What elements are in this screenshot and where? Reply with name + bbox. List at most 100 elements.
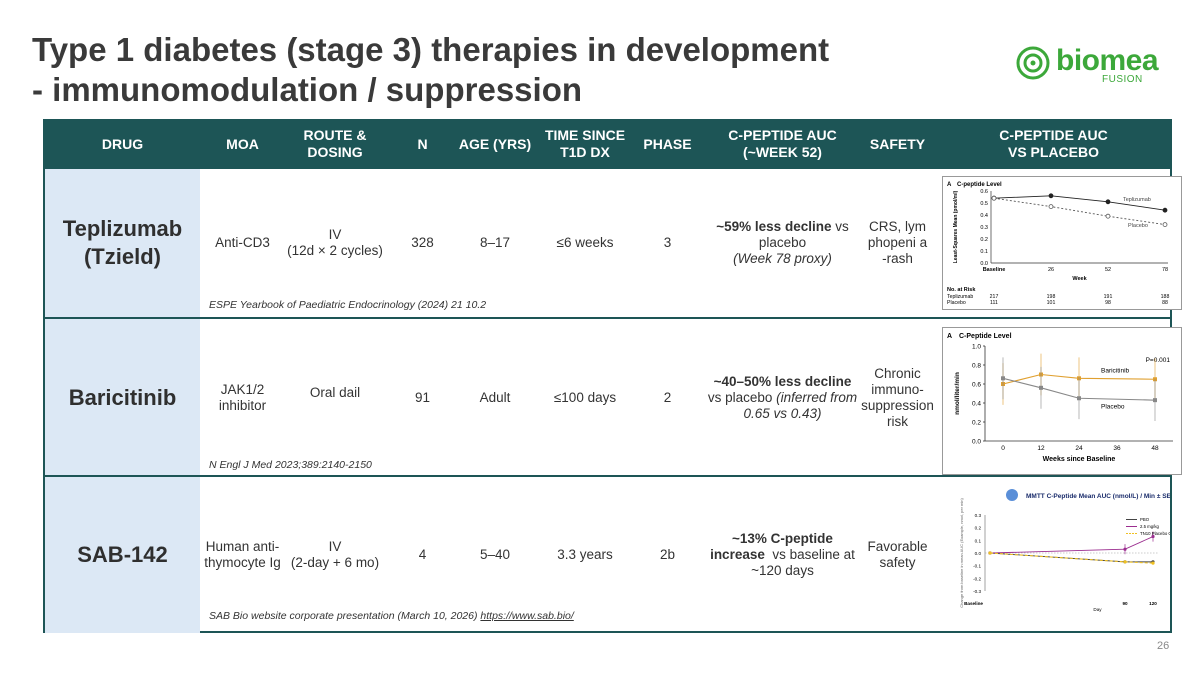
y-axis-label: Least-Squares Mean (pmol/ml) (953, 190, 959, 263)
header-route: ROUTE & DOSING (285, 121, 385, 167)
moa-cell: Human anti-thymocyte Ig (200, 477, 285, 633)
header-vs-placebo: C-PEPTIDE AUC VS PLACEBO (935, 121, 1172, 167)
baricitinib-cpeptide-chart: A C-Peptide Level 0.0 0.2 0.4 0.6 0.8 1.0 0 12 24 3… (947, 333, 1173, 463)
teplizumab-cpeptide-chart: A C-peptide Level 0.0 0.1 0.2 0.3 0.4 0.5 0.6 Bas… (947, 182, 1169, 306)
y-tick-label: 0.2 (980, 237, 988, 243)
header-safety: SAFETY (869, 135, 926, 152)
x-tick-label: 0 (1001, 445, 1005, 452)
y-tick-label: 0.8 (972, 363, 981, 370)
series-line (989, 552, 1153, 563)
cpeptide-cell: ~40–50% less decline vs placebo (inferred… (705, 319, 860, 477)
y-tick-label: 0.1 (975, 538, 982, 543)
data-point (1048, 193, 1054, 199)
y-tick-label: 0.3 (975, 513, 982, 518)
at-risk-value: 111 (990, 300, 998, 306)
y-tick-label: -0.1 (973, 564, 981, 569)
chart-title: C-Peptide Level (959, 333, 1012, 340)
header-n: N (417, 135, 428, 152)
header-cpeptide: C-PEPTIDE AUC (~WEEK 52) (705, 121, 860, 167)
cpep-bold-2: increase (710, 547, 765, 562)
cpep-last: 0.65 vs 0.43) (743, 406, 822, 421)
at-risk-group: Teplizumab (947, 294, 973, 300)
route-line1: IV (328, 539, 342, 554)
at-risk-group: Placebo (947, 300, 966, 306)
x-tick-label: 12 (1037, 445, 1045, 452)
logo-word: biomea (1056, 44, 1159, 77)
series-line-teplizumab (993, 195, 1166, 211)
safety-cell: Chronic immuno-suppression risk (860, 319, 935, 477)
data-point (988, 551, 992, 555)
safety-line2: immuno- (871, 382, 924, 397)
series-label: Placebo (1101, 404, 1125, 411)
slide-title: Type 1 diabetes (stage 3) therapies in d… (32, 30, 912, 110)
header-route-line2: DOSING (307, 144, 363, 160)
data-point (1153, 398, 1157, 403)
cpep-italic: (Week 78 proxy) (733, 251, 832, 266)
x-tick-label: 24 (1075, 445, 1083, 452)
chart-panel-label: A (947, 182, 952, 188)
header-drug: DRUG (101, 135, 144, 152)
age-cell: Adult (479, 390, 511, 405)
table-row-baricitinib: Baricitinib JAK1/2 inhibitor Oral dail 91… (45, 317, 1182, 477)
citation-text: SAB Bio website corporate presentation (… (209, 610, 481, 622)
route-line2: (2-day + 6 mo) (290, 555, 380, 570)
moa-cell: JAK1/2 inhibitor (200, 319, 285, 477)
y-tick-label: 0.3 (980, 225, 988, 231)
moa-line1: JAK1/2 (220, 382, 265, 397)
cpep-italic: (inferred from (776, 390, 858, 405)
drug-name-cell: Baricitinib (45, 319, 200, 477)
x-axis-label: Day (1093, 607, 1102, 612)
header-vs-line2: VS PLACEBO (1007, 144, 1099, 160)
x-tick-label: Baseline (964, 601, 983, 606)
x-axis-label: Weeks since Baseline (1043, 456, 1116, 463)
time-cell: ≤100 days (553, 390, 617, 405)
chart-baricitinib: A C-Peptide Level 0.0 0.2 0.4 0.6 0.8 1.0 0 12 24 3… (942, 327, 1182, 475)
cpep-bold: ~40–50% less decline (713, 374, 852, 389)
y-tick-label: 0.4 (972, 401, 981, 408)
x-tick-label: 90 (1122, 601, 1128, 606)
header-cpep-line1: C-PEPTIDE AUC (728, 127, 837, 143)
x-tick-label: 120 (1149, 601, 1157, 606)
series-label: Placebo (1128, 223, 1148, 229)
header-cpep-line2: (~WEEK 52) (743, 144, 822, 160)
y-tick-label: 0.6 (972, 382, 981, 389)
citation-link[interactable]: https://www.sab.bio/ (480, 610, 574, 622)
biomea-logo: biomea FUSION (1014, 44, 1174, 88)
chart-title: MMTT C-Peptide Mean AUC (nmol/L) / Min ±… (1026, 493, 1170, 500)
series-line-placebo (993, 197, 1166, 226)
legend-entry: 2.5 mg/kg (1140, 524, 1159, 529)
cpep-bold-1: ~13% C-peptide (732, 531, 833, 546)
safety-cell: Favorable safety (860, 477, 935, 633)
y-tick-label: 0.2 (975, 526, 982, 531)
data-point (1105, 213, 1111, 219)
data-point (1151, 561, 1155, 565)
y-tick-label: 0.4 (980, 213, 988, 219)
y-tick-label: 0.5 (980, 201, 988, 207)
at-risk-value: 191 (1104, 294, 1113, 300)
y-tick-label: 0.1 (980, 249, 988, 255)
header-route-line1: ROUTE & (303, 127, 367, 143)
series-line-placebo (1002, 377, 1156, 401)
y-tick-label: 0.0 (972, 439, 981, 446)
route-line2: (12d × 2 cycles) (287, 243, 383, 258)
data-point (1162, 207, 1168, 213)
x-tick-label: 78 (1162, 267, 1168, 273)
safety-line4: risk (886, 414, 908, 429)
table-row-sab142: SAB-142 Human anti-thymocyte Ig IV (2-day… (45, 475, 1182, 633)
table-row-teplizumab: Teplizumab (Tzield) Anti-CD3 IV (12d × 2 c… (45, 167, 1182, 317)
series-label: Baricitinib (1101, 368, 1130, 375)
data-point (1001, 376, 1005, 381)
y-axis-label: nmol/liter/min (954, 372, 961, 415)
x-axis-label: Week (1072, 276, 1087, 282)
header-time-line2: T1D DX (560, 144, 610, 160)
moa-line2: inhibitor (218, 398, 267, 413)
at-risk-value: 98 (1105, 300, 1111, 306)
cpep-last: ~120 days (751, 563, 814, 578)
series-line (989, 536, 1154, 554)
data-point (1123, 547, 1127, 551)
table-header: DRUG MOA ROUTE & DOSING N AGE (YRS) TIME … (45, 121, 1170, 167)
data-point (1162, 222, 1168, 227)
data-point (1123, 560, 1127, 564)
cpep-rest: vs placebo (707, 390, 777, 405)
at-risk-value: 198 (1047, 294, 1056, 300)
